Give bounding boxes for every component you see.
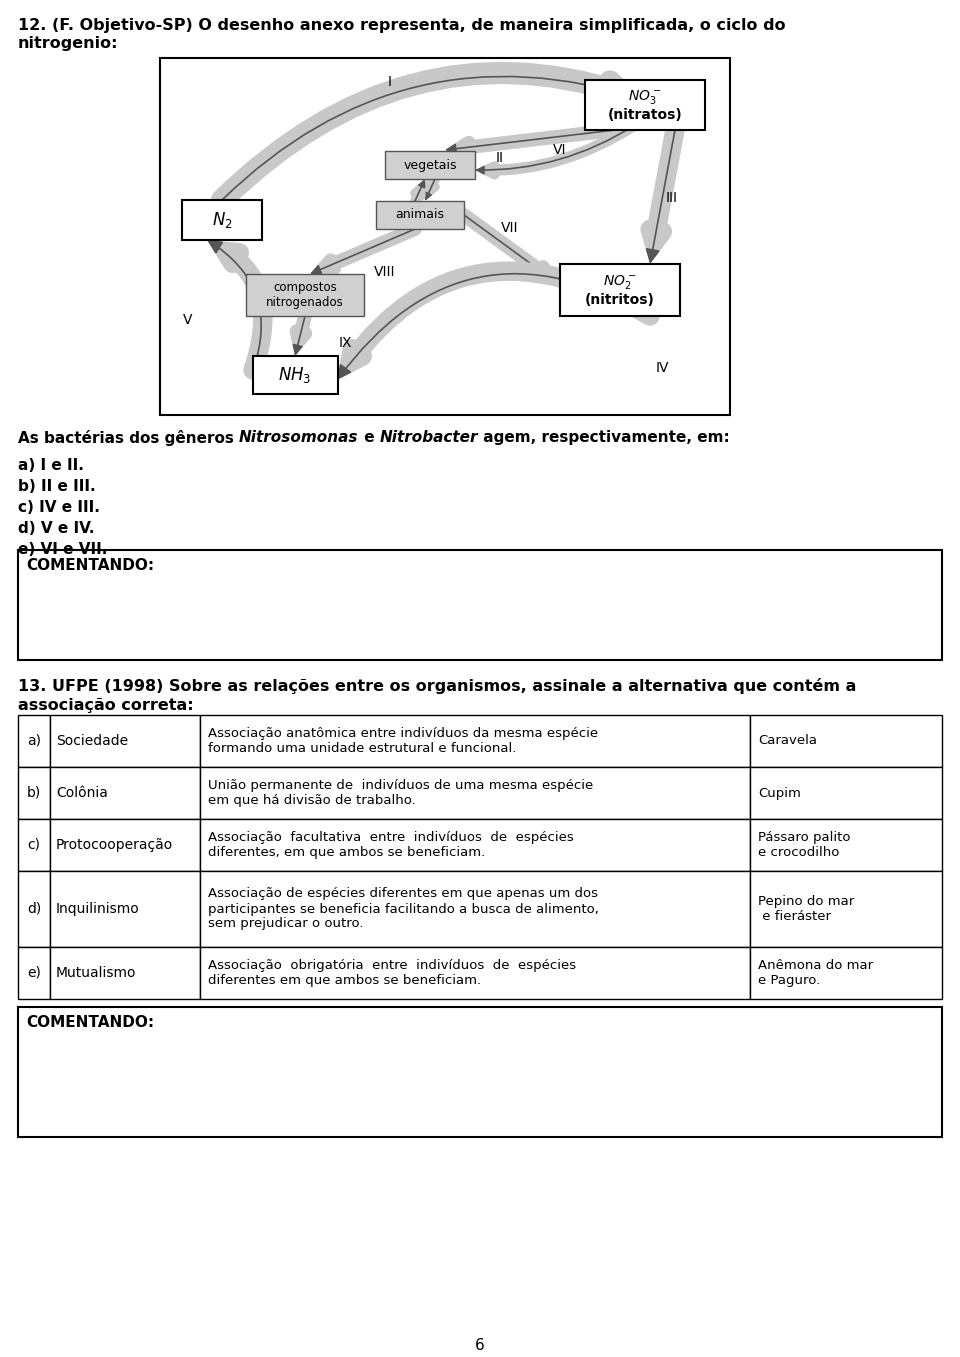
Bar xyxy=(18,715,50,767)
Text: agem, respectivamente, em:: agem, respectivamente, em: xyxy=(478,430,730,445)
Text: IV: IV xyxy=(656,361,669,375)
Bar xyxy=(18,871,50,947)
Bar xyxy=(50,871,200,947)
Text: VI: VI xyxy=(553,142,566,157)
Text: III: III xyxy=(666,191,678,205)
Bar xyxy=(50,715,200,767)
Text: Colônia: Colônia xyxy=(56,786,108,801)
Text: Associação  obrigatória  entre  indivíduos  de  espécies
diferentes em que ambos: Associação obrigatória entre indivíduos … xyxy=(208,959,576,987)
Text: c): c) xyxy=(28,839,40,852)
Text: Associação de espécies diferentes em que apenas um dos
participantes se benefici: Associação de espécies diferentes em que… xyxy=(208,887,599,931)
Text: IX: IX xyxy=(338,337,351,350)
Bar xyxy=(750,820,942,871)
Text: Associação  facultativa  entre  indivíduos  de  espécies
diferentes, em que ambo: Associação facultativa entre indivíduos … xyxy=(208,830,574,859)
Bar xyxy=(750,947,942,999)
Text: b): b) xyxy=(27,786,41,801)
Text: $NH_3$: $NH_3$ xyxy=(278,365,312,385)
Text: $N_2$: $N_2$ xyxy=(211,210,232,229)
Bar xyxy=(160,58,730,415)
Bar xyxy=(200,947,750,999)
Bar xyxy=(18,767,50,820)
Bar xyxy=(200,715,750,767)
Text: Inquilinismo: Inquilinismo xyxy=(56,902,140,916)
Text: 13. UFPE (1998) Sobre as relações entre os organismos, assinale a alternativa qu: 13. UFPE (1998) Sobre as relações entre … xyxy=(18,678,856,693)
Text: d): d) xyxy=(27,902,41,916)
Text: VII: VII xyxy=(501,221,518,235)
Text: As bactérias dos gêneros: As bactérias dos gêneros xyxy=(18,430,239,446)
Bar xyxy=(18,820,50,871)
Bar xyxy=(376,201,464,229)
Text: Caravela: Caravela xyxy=(758,734,817,748)
Text: $NO_3^-$
(nitratos): $NO_3^-$ (nitratos) xyxy=(608,88,683,122)
Bar xyxy=(18,947,50,999)
Bar xyxy=(252,356,338,394)
Bar xyxy=(18,550,942,660)
Text: e) VI e VII.: e) VI e VII. xyxy=(18,541,108,556)
Text: Mutualismo: Mutualismo xyxy=(56,966,136,980)
Text: vegetais: vegetais xyxy=(403,159,457,171)
Bar xyxy=(200,871,750,947)
Bar xyxy=(385,151,475,179)
Text: animais: animais xyxy=(396,209,444,221)
Text: Nitrosomonas: Nitrosomonas xyxy=(239,430,359,445)
Bar xyxy=(750,715,942,767)
Text: Anêmona do mar
e Paguro.: Anêmona do mar e Paguro. xyxy=(758,959,874,987)
Bar xyxy=(750,767,942,820)
Text: associação correta:: associação correta: xyxy=(18,697,194,712)
Text: Nitrobacter: Nitrobacter xyxy=(379,430,478,445)
Text: d) V e IV.: d) V e IV. xyxy=(18,521,94,536)
Bar xyxy=(750,871,942,947)
Text: COMENTANDO:: COMENTANDO: xyxy=(26,1015,155,1030)
Text: COMENTANDO:: COMENTANDO: xyxy=(26,558,155,573)
Bar xyxy=(182,199,262,240)
Text: b) II e III.: b) II e III. xyxy=(18,479,96,494)
Bar xyxy=(560,265,680,316)
Bar xyxy=(585,80,705,130)
Text: Cupim: Cupim xyxy=(758,787,801,799)
Bar xyxy=(50,820,200,871)
Text: Protocooperação: Protocooperação xyxy=(56,839,173,852)
Text: c) IV e III.: c) IV e III. xyxy=(18,499,100,516)
Bar xyxy=(18,1007,942,1137)
Text: Associação anatômica entre indivíduos da mesma espécie
formando uma unidade estr: Associação anatômica entre indivíduos da… xyxy=(208,727,598,754)
Text: $NO_2^-$
(nitritos): $NO_2^-$ (nitritos) xyxy=(585,273,655,307)
Text: a): a) xyxy=(27,734,41,748)
Text: Pássaro palito
e crocodilho: Pássaro palito e crocodilho xyxy=(758,830,851,859)
Text: 6: 6 xyxy=(475,1338,485,1353)
Text: Sociedade: Sociedade xyxy=(56,734,128,748)
Bar xyxy=(200,820,750,871)
Text: União permanente de  indivíduos de uma mesma espécie
em que há divisão de trabal: União permanente de indivíduos de uma me… xyxy=(208,779,593,807)
Text: II: II xyxy=(496,151,504,166)
Bar xyxy=(50,947,200,999)
Text: VIII: VIII xyxy=(374,265,396,280)
Text: a) I e II.: a) I e II. xyxy=(18,459,84,474)
Text: nitrogenio:: nitrogenio: xyxy=(18,37,118,52)
Text: 12. (F. Objetivo-SP) O desenho anexo representa, de maneira simplificada, o cicl: 12. (F. Objetivo-SP) O desenho anexo rep… xyxy=(18,18,785,33)
Text: I: I xyxy=(388,75,392,90)
Text: V: V xyxy=(183,313,193,327)
Bar xyxy=(246,274,364,316)
Bar xyxy=(200,767,750,820)
Text: compostos
nitrogenados: compostos nitrogenados xyxy=(266,281,344,309)
Text: e): e) xyxy=(27,966,41,980)
Text: Pepino do mar
 e fieráster: Pepino do mar e fieráster xyxy=(758,896,854,923)
Text: e: e xyxy=(359,430,379,445)
Bar xyxy=(50,767,200,820)
